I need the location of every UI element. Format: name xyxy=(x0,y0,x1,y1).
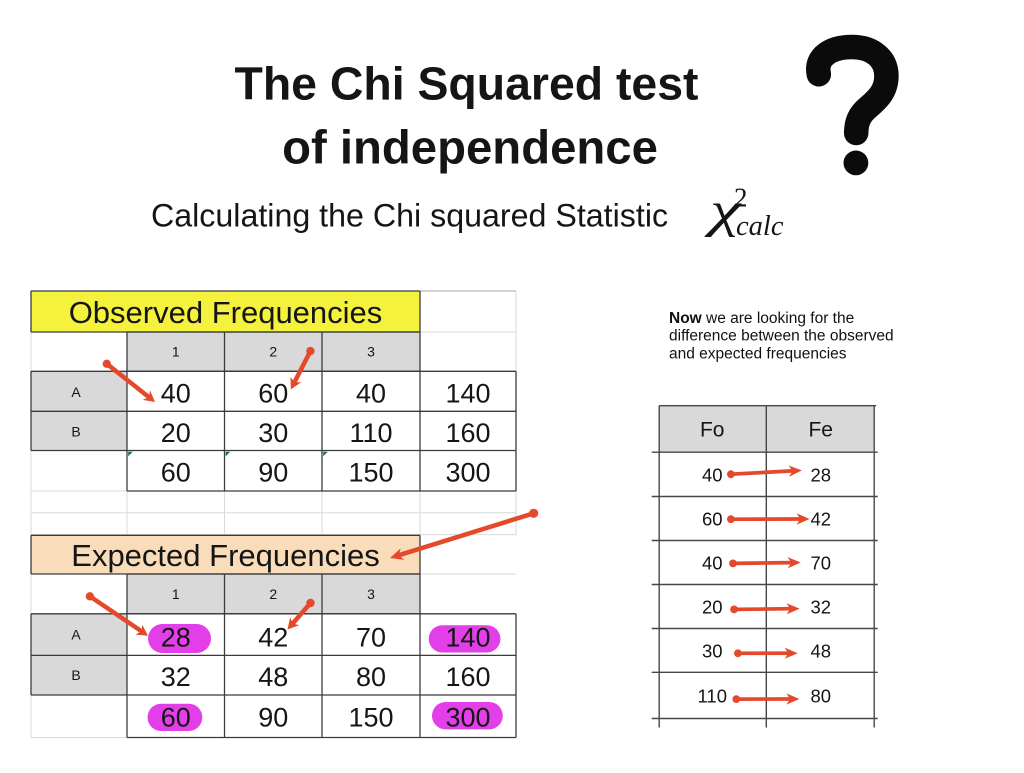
svg-text:B: B xyxy=(71,667,80,683)
svg-text:60: 60 xyxy=(161,703,191,733)
svg-text:40: 40 xyxy=(702,464,723,485)
svg-text:60: 60 xyxy=(702,509,723,530)
svg-text:48: 48 xyxy=(810,640,831,661)
svg-text:32: 32 xyxy=(161,662,191,692)
svg-text:300: 300 xyxy=(445,703,490,733)
svg-text:3: 3 xyxy=(367,344,375,360)
svg-text:42: 42 xyxy=(258,622,288,652)
svg-text:Now we are looking for the: Now we are looking for the xyxy=(669,310,854,327)
svg-text:28: 28 xyxy=(810,464,831,485)
svg-text:60: 60 xyxy=(258,379,288,409)
svg-text:20: 20 xyxy=(702,597,723,618)
svg-text:70: 70 xyxy=(356,622,386,652)
svg-text:1: 1 xyxy=(172,344,180,360)
svg-text:30: 30 xyxy=(702,640,723,661)
svg-text:2: 2 xyxy=(269,344,277,360)
svg-text:60: 60 xyxy=(161,458,191,488)
svg-text:150: 150 xyxy=(348,458,393,488)
svg-text:160: 160 xyxy=(445,662,490,692)
svg-text:A: A xyxy=(71,627,81,643)
svg-text:B: B xyxy=(71,423,80,439)
svg-text:Fe: Fe xyxy=(808,418,833,441)
svg-text:2: 2 xyxy=(269,586,277,602)
svg-text:and expected frequencies: and expected frequencies xyxy=(669,346,847,363)
svg-text:The Chi Squared test: The Chi Squared test xyxy=(235,58,699,110)
svg-text:Expected Frequencies: Expected Frequencies xyxy=(71,538,379,573)
svg-text:of independence: of independence xyxy=(282,122,658,175)
svg-text:Fo: Fo xyxy=(700,418,725,441)
svg-text:28: 28 xyxy=(161,622,191,652)
svg-text:160: 160 xyxy=(445,418,490,448)
svg-text:40: 40 xyxy=(161,379,191,409)
svg-text:calc: calc xyxy=(736,211,784,242)
svg-text:110: 110 xyxy=(349,418,392,448)
svg-text:42: 42 xyxy=(810,509,831,530)
svg-text:20: 20 xyxy=(161,418,191,448)
svg-text:1: 1 xyxy=(172,586,180,602)
svg-text:2: 2 xyxy=(734,183,748,213)
svg-text:300: 300 xyxy=(445,458,490,488)
svg-text:150: 150 xyxy=(348,703,393,733)
svg-text:Observed Frequencies: Observed Frequencies xyxy=(69,295,383,330)
svg-text:48: 48 xyxy=(258,662,288,692)
svg-text:32: 32 xyxy=(810,597,831,618)
svg-text:40: 40 xyxy=(356,379,386,409)
svg-text:40: 40 xyxy=(702,553,723,574)
svg-text:140: 140 xyxy=(445,622,490,652)
svg-text:3: 3 xyxy=(367,586,375,602)
svg-text:70: 70 xyxy=(810,553,831,574)
svg-text:90: 90 xyxy=(258,458,288,488)
svg-text:30: 30 xyxy=(258,418,288,448)
svg-text:Calculating the Chi squared St: Calculating the Chi squared Statistic xyxy=(151,198,668,234)
svg-text:80: 80 xyxy=(356,662,386,692)
svg-text:140: 140 xyxy=(445,379,490,409)
svg-text:90: 90 xyxy=(258,703,288,733)
svg-text:A: A xyxy=(71,384,81,400)
svg-text:80: 80 xyxy=(810,685,831,706)
svg-text:110: 110 xyxy=(698,685,728,706)
svg-text:difference between the observe: difference between the observed xyxy=(669,328,894,345)
